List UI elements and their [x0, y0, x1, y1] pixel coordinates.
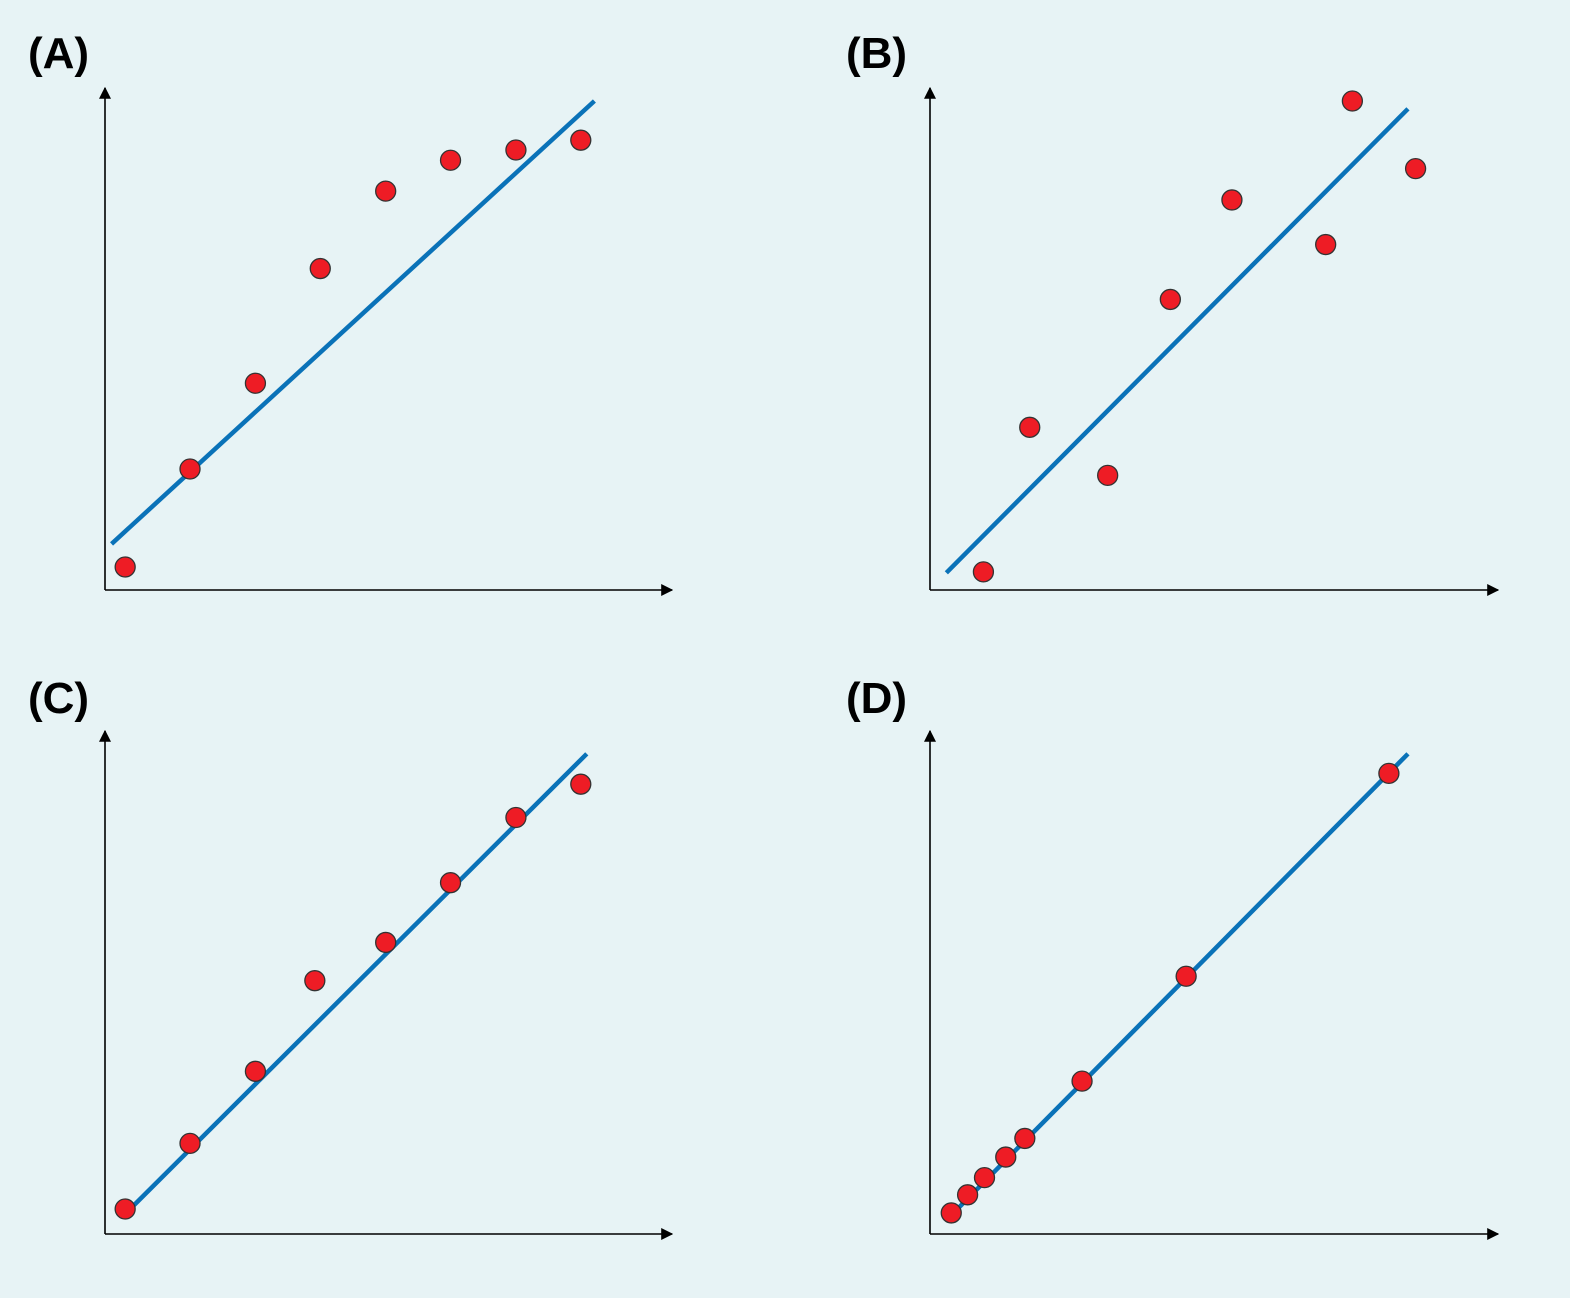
data-point — [179, 1132, 201, 1154]
data-point — [956, 1184, 979, 1206]
data-point — [375, 931, 397, 954]
data-point — [114, 1198, 136, 1220]
data-point — [1014, 1127, 1036, 1150]
data-point — [570, 129, 592, 151]
data-point — [439, 872, 462, 894]
data-point — [304, 970, 326, 992]
data-point — [1341, 90, 1364, 112]
data-point — [114, 556, 136, 578]
data-point — [1159, 288, 1181, 311]
data-point — [940, 1202, 962, 1224]
data-point — [1221, 189, 1243, 211]
panel-label-c: (C) — [28, 674, 89, 723]
fit-line — [129, 752, 589, 1210]
data-point — [995, 1146, 1017, 1168]
data-point — [1315, 233, 1337, 256]
data-point — [1097, 464, 1119, 486]
data-point — [439, 149, 462, 171]
data-point — [1378, 762, 1400, 785]
data-point — [1175, 965, 1197, 987]
data-point — [972, 561, 995, 583]
data-point — [1071, 1070, 1093, 1092]
data-point — [244, 1060, 267, 1082]
panel-b: (B) — [846, 29, 1500, 596]
data-point — [1019, 416, 1041, 438]
data-point — [179, 458, 201, 480]
data-point — [375, 180, 397, 202]
fit-line — [944, 107, 1410, 575]
data-point — [570, 773, 592, 795]
data-point — [309, 257, 331, 280]
data-point — [973, 1167, 996, 1189]
panel-c: (C) — [28, 674, 674, 1240]
data-point — [1404, 157, 1427, 180]
panel-d: (D) — [846, 674, 1500, 1240]
panel-a: (A) — [28, 29, 674, 596]
panel-label-b: (B) — [846, 29, 907, 78]
panel-label-a: (A) — [28, 29, 89, 78]
panel-label-d: (D) — [846, 674, 907, 723]
data-point — [505, 806, 527, 829]
data-point — [244, 372, 267, 394]
data-point — [505, 139, 527, 161]
